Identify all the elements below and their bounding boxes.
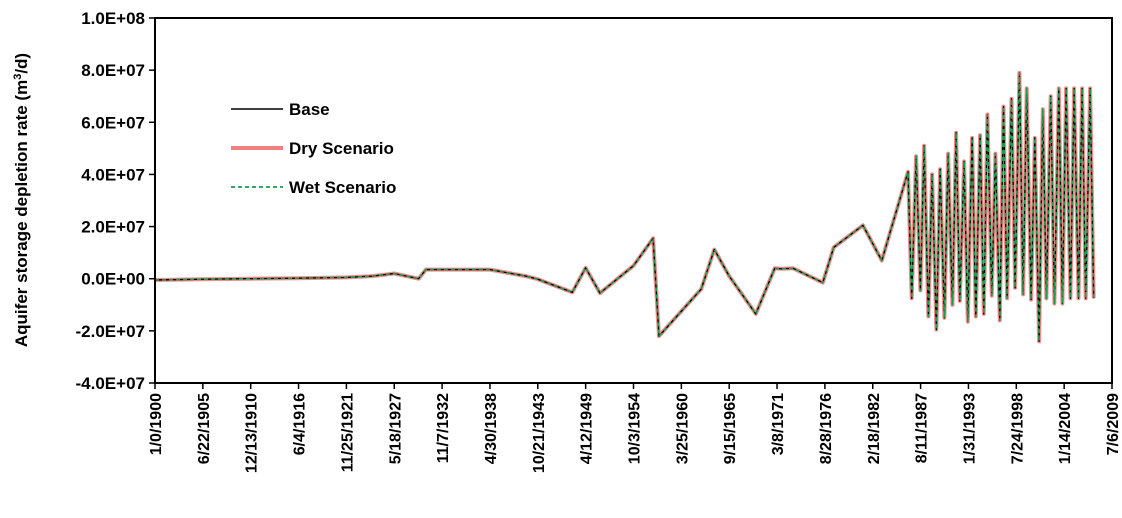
y-tick-label: -4.0E+07: [76, 374, 145, 393]
y-axis-label-sup: 3: [12, 74, 24, 80]
x-tick-label: 10/21/1943: [531, 393, 548, 473]
x-tick-label: 2/18/1982: [866, 393, 883, 464]
x-tick-label: 8/28/1976: [818, 393, 835, 464]
y-axis-label-main: Aquifer storage depletion rate (m: [12, 80, 31, 347]
legend-label: Wet Scenario: [289, 178, 396, 197]
y-axis-label: Aquifer storage depletion rate (m3/d): [12, 53, 31, 347]
x-tick-label: 6/4/1916: [292, 393, 309, 455]
x-tick-label: 6/22/1905: [196, 393, 213, 464]
svg-text:Aquifer storage depletion rate: Aquifer storage depletion rate (m3/d): [12, 53, 31, 347]
x-tick-label: 5/18/1927: [387, 393, 404, 464]
y-tick-label: 1.0E+08: [81, 9, 145, 28]
x-tick-label: 11/25/1921: [339, 393, 356, 472]
y-tick-label: 0.0E+00: [81, 270, 145, 289]
y-axis-label-tail: /d): [12, 53, 31, 74]
x-tick-label: 1/14/2004: [1057, 393, 1074, 464]
y-tick-label: 4.0E+07: [81, 165, 145, 184]
y-tick-label: -2.0E+07: [76, 322, 145, 341]
legend-label: Base: [289, 100, 330, 119]
x-tick-label: 3/25/1960: [674, 393, 691, 464]
y-axis-ticks: -4.0E+07 -2.0E+07 0.0E+00 2.0E+07 4.0E+07 6.0…: [76, 9, 155, 393]
x-axis-ticks: 1/0/1900 6/22/1905 12/13/1910 6/4/1916 11/25…: [148, 383, 1122, 473]
plot-lines: [154, 70, 1096, 344]
x-tick-label: 1/0/1900: [148, 393, 165, 455]
legend-label: Dry Scenario: [289, 139, 394, 158]
x-tick-label: 1/31/1993: [961, 393, 978, 464]
legend: Base Dry Scenario Wet Scenario: [231, 100, 396, 197]
plot-area-frame: [154, 17, 1113, 384]
x-tick-label: 11/7/1932: [435, 393, 452, 463]
x-tick-label: 3/8/1971: [770, 393, 787, 455]
x-tick-label: 9/15/1965: [722, 393, 739, 464]
series-line-wet-scenario: [154, 72, 1095, 343]
x-tick-label: 7/6/2009: [1105, 393, 1122, 455]
x-tick-label: 8/11/1987: [914, 393, 931, 463]
y-tick-label: 8.0E+07: [81, 61, 145, 80]
x-tick-label: 7/24/1998: [1009, 393, 1026, 464]
x-tick-label: 10/3/1954: [627, 393, 644, 464]
x-tick-label: 12/13/1910: [244, 393, 261, 473]
x-tick-label: 4/30/1938: [483, 393, 500, 464]
y-tick-label: 2.0E+07: [81, 218, 145, 237]
x-tick-label: 4/12/1949: [579, 393, 596, 464]
y-tick-label: 6.0E+07: [81, 113, 145, 132]
